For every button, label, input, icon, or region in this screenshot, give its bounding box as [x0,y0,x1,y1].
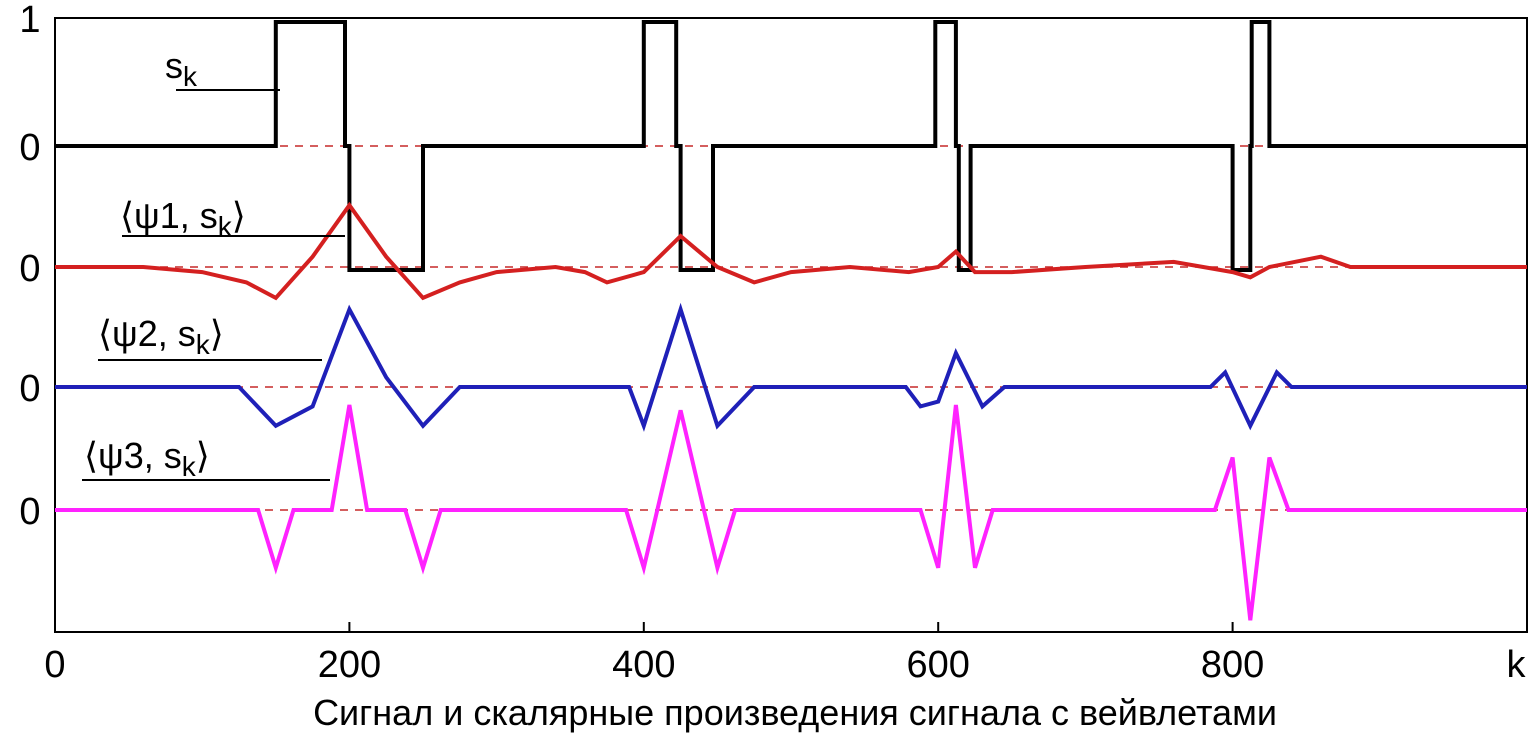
series-line-3 [55,302,1527,432]
y-tick-label: 0 [19,127,40,169]
series-label-1: sk [165,45,198,92]
x-tick-label: 600 [906,644,969,686]
series-label-3: ⟨ψ2, sk⟩ [98,313,224,360]
y-tick-label: 0 [19,368,40,410]
x-tick-label: 0 [44,644,65,686]
zero-lines [55,145,1527,511]
x-tick-label: 800 [1201,644,1264,686]
series-line-2 [55,201,1527,301]
series-labels: sk ⟨ψ1, sk⟩ ⟨ψ2, sk⟩ ⟨ψ3, sk⟩ [82,45,345,482]
plot-frame [54,17,1528,633]
series-label-4: ⟨ψ3, sk⟩ [84,435,210,482]
y-tick-label: 0 [19,248,40,290]
y-tick-label: 1 [19,0,40,41]
series-label-2: ⟨ψ1, sk⟩ [120,195,246,242]
x-axis-label: k [1507,644,1527,686]
x-tick-label: 400 [612,644,675,686]
axes [54,17,1528,633]
series-line-1 [55,20,1527,272]
series-group [55,20,1527,621]
series-line-4 [55,404,1527,621]
y-tick-label: 0 [19,491,40,533]
x-tick-label: 200 [318,644,381,686]
tick-labels: 0 200 400 600 800 1 0 0 0 0 [19,0,1264,686]
chart-title: Сигнал и скалярные произведения сигнала … [313,692,1277,733]
